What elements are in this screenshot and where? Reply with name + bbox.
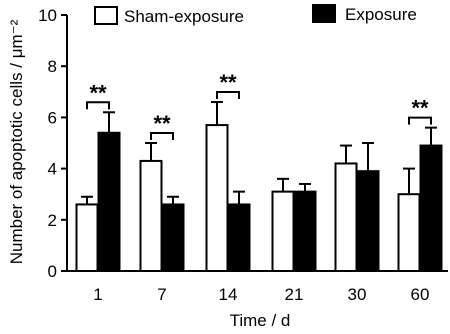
bar-exposure-1 — [97, 131, 121, 272]
significance-bracket-14 — [216, 91, 240, 100]
significance-label-1: ** — [89, 80, 107, 105]
y-tick-label-4: 4 — [48, 160, 57, 179]
x-tick-label-14: 14 — [219, 285, 238, 304]
bar-sham-14 — [205, 124, 229, 272]
y-tick-label-0: 0 — [48, 262, 57, 281]
y-tick-label-10: 10 — [38, 6, 57, 25]
bar-sham-60 — [397, 193, 421, 272]
significance-label-7: ** — [153, 111, 171, 136]
legend-swatch-sham — [94, 6, 118, 25]
bar-exposure-30 — [356, 170, 380, 272]
y-tick-label-6: 6 — [48, 108, 57, 127]
x-axis-title: Time / d — [230, 311, 291, 330]
bar-sham-1 — [75, 203, 99, 272]
bar-sham-7 — [139, 159, 163, 272]
x-tick-label-7: 7 — [157, 285, 166, 304]
y-axis-title: Number of apoptotic cells / μm⁻² — [7, 19, 26, 264]
significance-bracket-60 — [408, 116, 432, 125]
bar-exposure-21 — [293, 190, 317, 272]
bar-sham-30 — [334, 162, 358, 272]
bar-exposure-60 — [419, 144, 443, 272]
significance-label-14: ** — [219, 70, 237, 95]
legend-label-exposure: Exposure — [345, 5, 417, 24]
bar-sham-21 — [271, 190, 295, 272]
significance-bracket-1 — [86, 101, 110, 110]
legend-swatch-exposure — [312, 4, 336, 23]
x-tick-label-30: 30 — [348, 285, 367, 304]
x-tick-label-1: 1 — [93, 285, 102, 304]
bar-exposure-14 — [227, 203, 251, 272]
y-axis-title-group: Number of apoptotic cells / μm⁻² — [7, 19, 26, 264]
legend-label-sham: Sham-exposure — [124, 7, 244, 26]
y-tick-label-2: 2 — [48, 211, 57, 230]
bar-exposure-7 — [161, 203, 185, 272]
x-tick-label-21: 21 — [285, 285, 304, 304]
y-tick-label-8: 8 — [48, 57, 57, 76]
significance-label-60: ** — [411, 96, 429, 121]
x-tick-label-60: 60 — [411, 285, 430, 304]
significance-bracket-7 — [150, 132, 174, 140]
